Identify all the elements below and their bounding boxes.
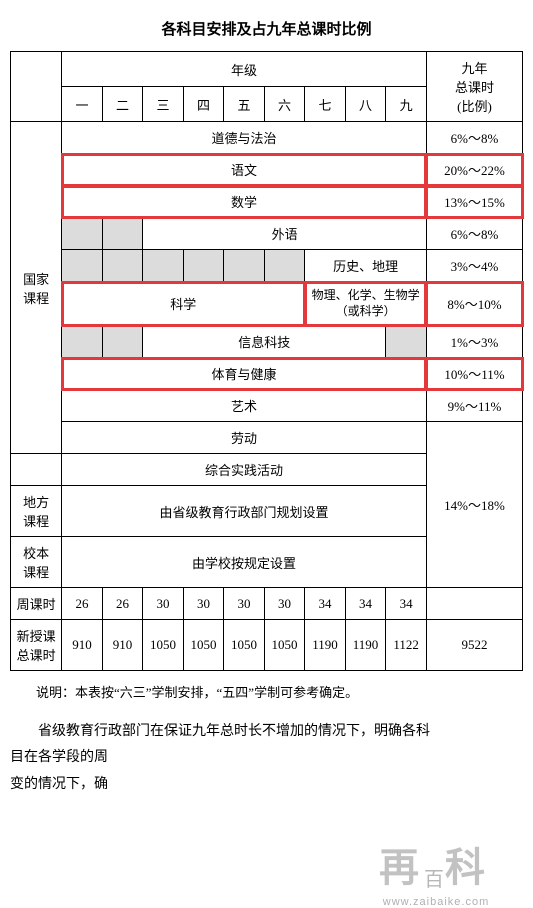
foreign-g2 (102, 218, 143, 250)
row-local: 地方 课程 (11, 486, 62, 537)
page-title: 各科目安排及占九年总课时比例 (10, 18, 523, 39)
grade-5: 五 (224, 87, 265, 122)
total-header: 九年 总课时 (比例) (426, 52, 522, 122)
row-weekly: 周课时 (11, 588, 62, 620)
total-9: 1122 (386, 620, 427, 671)
subject-physchembio: 物理、化学、生物学（或科学） (305, 282, 427, 326)
weekly-3: 30 (143, 588, 184, 620)
subject-chinese: 语文 (62, 154, 427, 186)
weekly-2: 26 (102, 588, 143, 620)
paragraph-2: 目在各学段的周 (10, 745, 523, 772)
ratio-histgeo: 3%～4% (426, 250, 522, 282)
grade-9: 九 (386, 87, 427, 122)
subject-practice: 综合实践活动 (62, 454, 427, 486)
subject-labor: 劳动 (62, 422, 427, 454)
ratio-art: 9%～11% (426, 390, 522, 422)
table-note: 说明：本表按“六三”学制安排，“五四”学制可参考确定。 (10, 681, 523, 704)
total-sum: 9522 (426, 620, 522, 671)
subject-pe: 体育与健康 (62, 358, 427, 390)
subject-art: 艺术 (62, 390, 427, 422)
watermark: 再 科 百 www.zaibaike.com (379, 835, 493, 908)
weekly-6: 30 (264, 588, 305, 620)
curriculum-table: 年级 九年 总课时 (比例) 一 二 三 四 五 六 七 八 九 国家 课程 道… (10, 51, 523, 671)
subject-histgeo: 历史、地理 (305, 250, 427, 282)
ratio-it: 1%～3% (426, 326, 522, 358)
grade-8: 八 (345, 87, 386, 122)
row-national: 国家 课程 (11, 122, 62, 454)
ratio-math: 13%～15% (426, 186, 522, 218)
blank-header (11, 52, 62, 122)
weekly-9: 34 (386, 588, 427, 620)
national-ext (11, 454, 62, 486)
grade-header: 年级 (62, 52, 427, 87)
grade-7: 七 (305, 87, 346, 122)
paragraph-1: 省级教育行政部门在保证九年总时长不增加的情况下，明确各科 (10, 719, 523, 746)
weekly-4: 30 (183, 588, 224, 620)
subject-math: 数学 (62, 186, 427, 218)
grade-4: 四 (183, 87, 224, 122)
grade-3: 三 (143, 87, 184, 122)
ratio-pe: 10%～11% (426, 358, 522, 390)
weekly-8: 34 (345, 588, 386, 620)
grade-6: 六 (264, 87, 305, 122)
total-6: 1050 (264, 620, 305, 671)
subject-foreign: 外语 (143, 218, 427, 250)
weekly-5: 30 (224, 588, 265, 620)
row-school: 校本 课程 (11, 537, 62, 588)
total-3: 1050 (143, 620, 184, 671)
ratio-foreign: 6%～8% (426, 218, 522, 250)
foreign-g1 (62, 218, 103, 250)
local-text: 由省级教育行政部门规划设置 (62, 486, 427, 537)
total-5: 1050 (224, 620, 265, 671)
subject-science: 科学 (62, 282, 305, 326)
ratio-flex: 14%～18% (426, 422, 522, 588)
subject-morals: 道德与法治 (62, 122, 427, 154)
subject-it: 信息科技 (143, 326, 386, 358)
grade-1: 一 (62, 87, 103, 122)
weekly-blank (426, 588, 522, 620)
ratio-morals: 6%～8% (426, 122, 522, 154)
ratio-chinese: 20%～22% (426, 154, 522, 186)
total-8: 1190 (345, 620, 386, 671)
total-2: 910 (102, 620, 143, 671)
paragraph-3: 变的情况下，确 (10, 772, 523, 799)
weekly-7: 34 (305, 588, 346, 620)
total-4: 1050 (183, 620, 224, 671)
grade-2: 二 (102, 87, 143, 122)
watermark-url: www.zaibaike.com (379, 896, 493, 908)
weekly-1: 26 (62, 588, 103, 620)
ratio-science: 8%～10% (426, 282, 522, 326)
watermark-inner: 百 (379, 863, 493, 892)
footer: 再 科 百 www.zaibaike.com (10, 818, 523, 908)
total-7: 1190 (305, 620, 346, 671)
total-1: 910 (62, 620, 103, 671)
row-total-new: 新授课 总课时 (11, 620, 62, 671)
school-text: 由学校按规定设置 (62, 537, 427, 588)
